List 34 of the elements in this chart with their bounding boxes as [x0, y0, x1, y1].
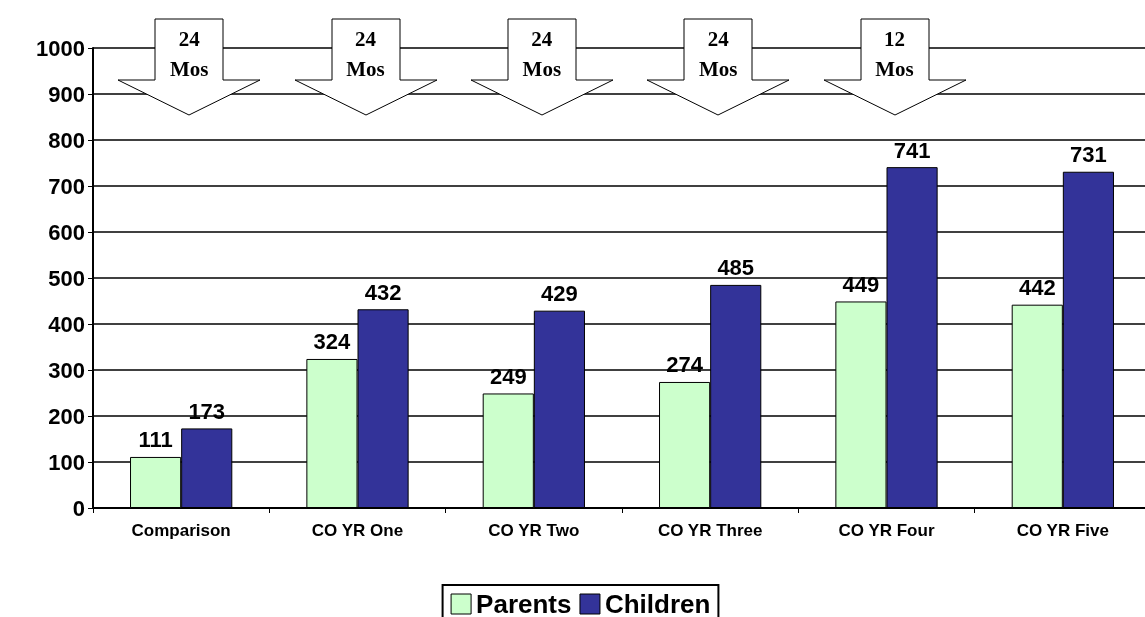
- y-tick-label: 0: [72, 495, 85, 521]
- data-label: 324: [313, 329, 352, 355]
- y-tick-label: 500: [48, 265, 85, 291]
- data-label: 111: [138, 427, 173, 453]
- y-tick-label: 800: [48, 127, 85, 153]
- legend-label: Children: [604, 589, 711, 617]
- y-tick-label: 900: [48, 81, 85, 107]
- annotation: 12 Mos: [874, 26, 915, 83]
- y-tick-label: 1000: [36, 35, 85, 61]
- data-label: 442: [1018, 275, 1056, 301]
- y-tick-label: 700: [48, 173, 85, 199]
- y-tick-label: 400: [48, 311, 85, 337]
- x-tick-label: CO YR Five: [1016, 521, 1109, 540]
- data-label: 432: [364, 279, 402, 305]
- data-label: 429: [541, 281, 578, 307]
- x-tick-label: CO YR One: [311, 521, 404, 540]
- data-label: 731: [1070, 142, 1107, 168]
- x-tick-label: CO YR Three: [657, 521, 763, 540]
- data-label: 249: [489, 363, 527, 389]
- y-tick-label: 600: [48, 219, 85, 245]
- x-tick-label: CO YR Four: [838, 521, 935, 540]
- data-label: 741: [893, 137, 931, 163]
- y-tick-label: 300: [48, 357, 85, 383]
- data-label: 485: [717, 255, 755, 281]
- annotation: 24 Mos: [521, 26, 563, 83]
- annotation: 24 Mos: [345, 26, 386, 83]
- annotation: 24 Mos: [697, 26, 739, 83]
- x-tick-label: CO YR Two: [488, 521, 580, 540]
- y-tick-label: 200: [48, 403, 85, 429]
- data-label: 449: [842, 271, 880, 297]
- x-tick-label: Comparison: [131, 521, 231, 540]
- y-tick-label: 100: [48, 449, 85, 475]
- annotation: 24 Mos: [168, 26, 210, 83]
- legend-label: Parents: [476, 589, 572, 617]
